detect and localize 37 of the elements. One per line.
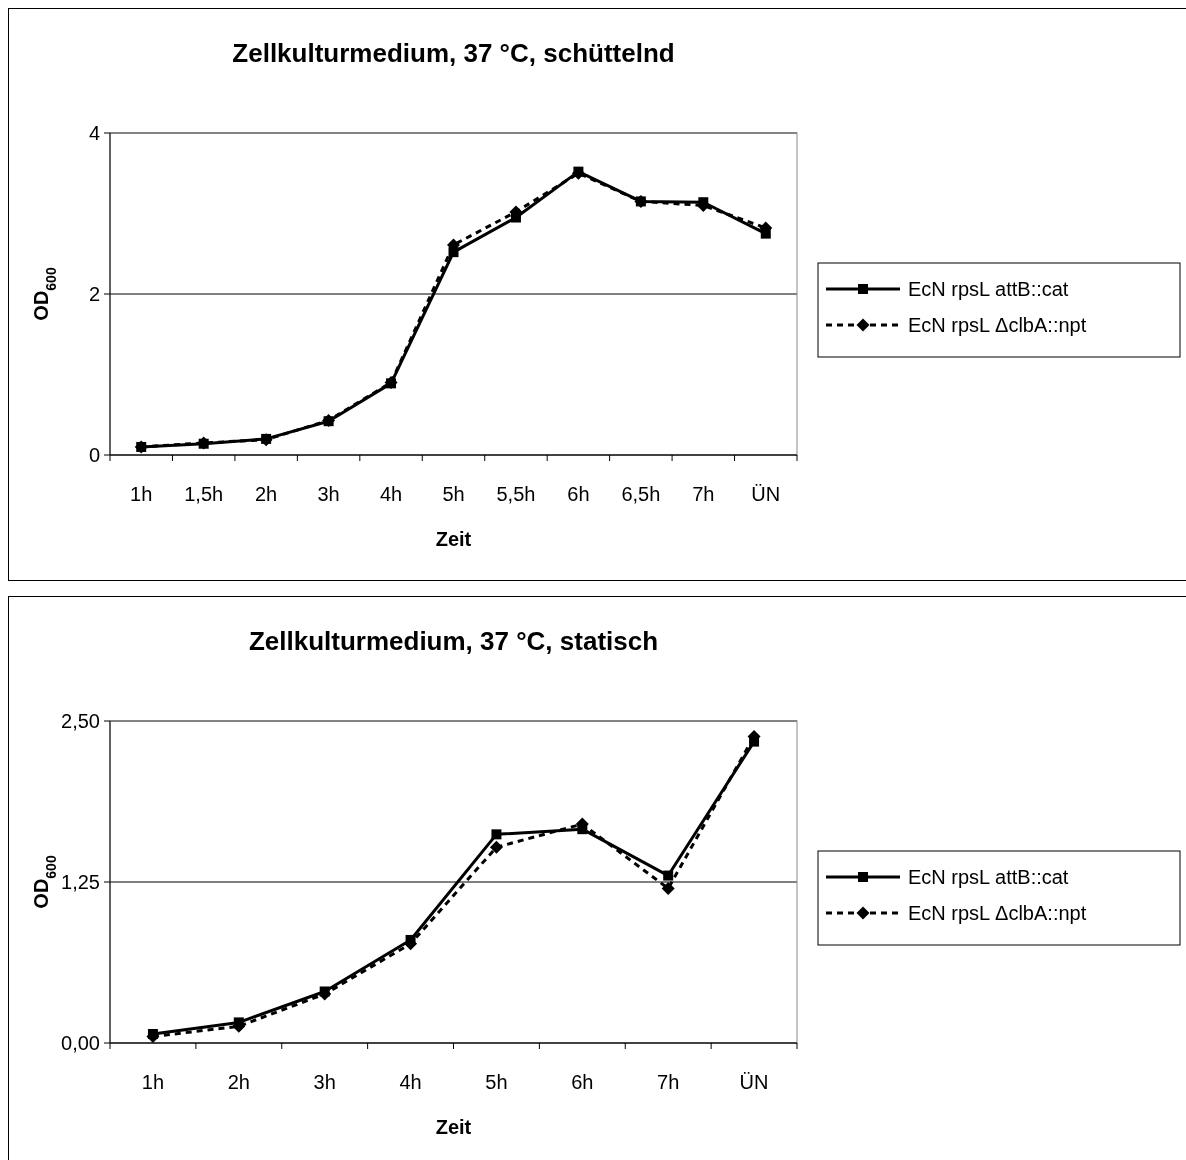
point	[489, 840, 503, 854]
x-tick-label: 1h	[130, 483, 153, 505]
x-tick-label: 5,5h	[496, 483, 536, 505]
x-tick-label: 5h	[442, 483, 465, 505]
x-tick-label: 4h	[399, 1071, 422, 1093]
x-tick-label: 1,5h	[184, 483, 224, 505]
legend-label: EcN rpsL ΔclbA::npt	[908, 314, 1087, 336]
chart-title: Zellkulturmedium, 37 °C, schüttelnd	[232, 38, 675, 68]
x-tick-label: ÜN	[739, 1071, 769, 1093]
x-axis-title: Zeit	[435, 1116, 472, 1138]
y-tick-label: 4	[88, 122, 100, 144]
x-tick-label: 3h	[317, 483, 340, 505]
x-axis-title: Zeit	[435, 528, 472, 550]
point	[661, 881, 675, 895]
x-tick-label: 2h	[227, 1071, 250, 1093]
point	[491, 829, 502, 840]
x-tick-label: 2h	[255, 483, 278, 505]
x-tick-label: ÜN	[751, 483, 781, 505]
y-tick-label: 0	[88, 444, 100, 466]
x-tick-label: 7h	[692, 483, 715, 505]
legend-label: EcN rpsL attB::cat	[908, 278, 1069, 300]
legend-label: EcN rpsL attB::cat	[908, 866, 1069, 888]
x-tick-label: 6h	[567, 483, 590, 505]
x-tick-label: 3h	[313, 1071, 336, 1093]
x-tick-label: 6h	[571, 1071, 594, 1093]
x-tick-label: 1h	[141, 1071, 165, 1093]
x-tick-label: 6,5h	[621, 483, 661, 505]
x-tick-label: 4h	[379, 483, 403, 505]
legend-label: EcN rpsL ΔclbA::npt	[908, 902, 1087, 924]
chart-title: Zellkulturmedium, 37 °C, statisch	[248, 626, 659, 656]
y-tick-label: 2	[88, 283, 100, 305]
x-tick-label: 7h	[657, 1071, 680, 1093]
y-tick-label: 2,50	[61, 710, 100, 732]
y-tick-label: 0,00	[61, 1032, 100, 1054]
y-tick-label: 1,25	[61, 871, 100, 893]
point	[663, 870, 674, 881]
x-tick-label: 5h	[485, 1071, 508, 1093]
